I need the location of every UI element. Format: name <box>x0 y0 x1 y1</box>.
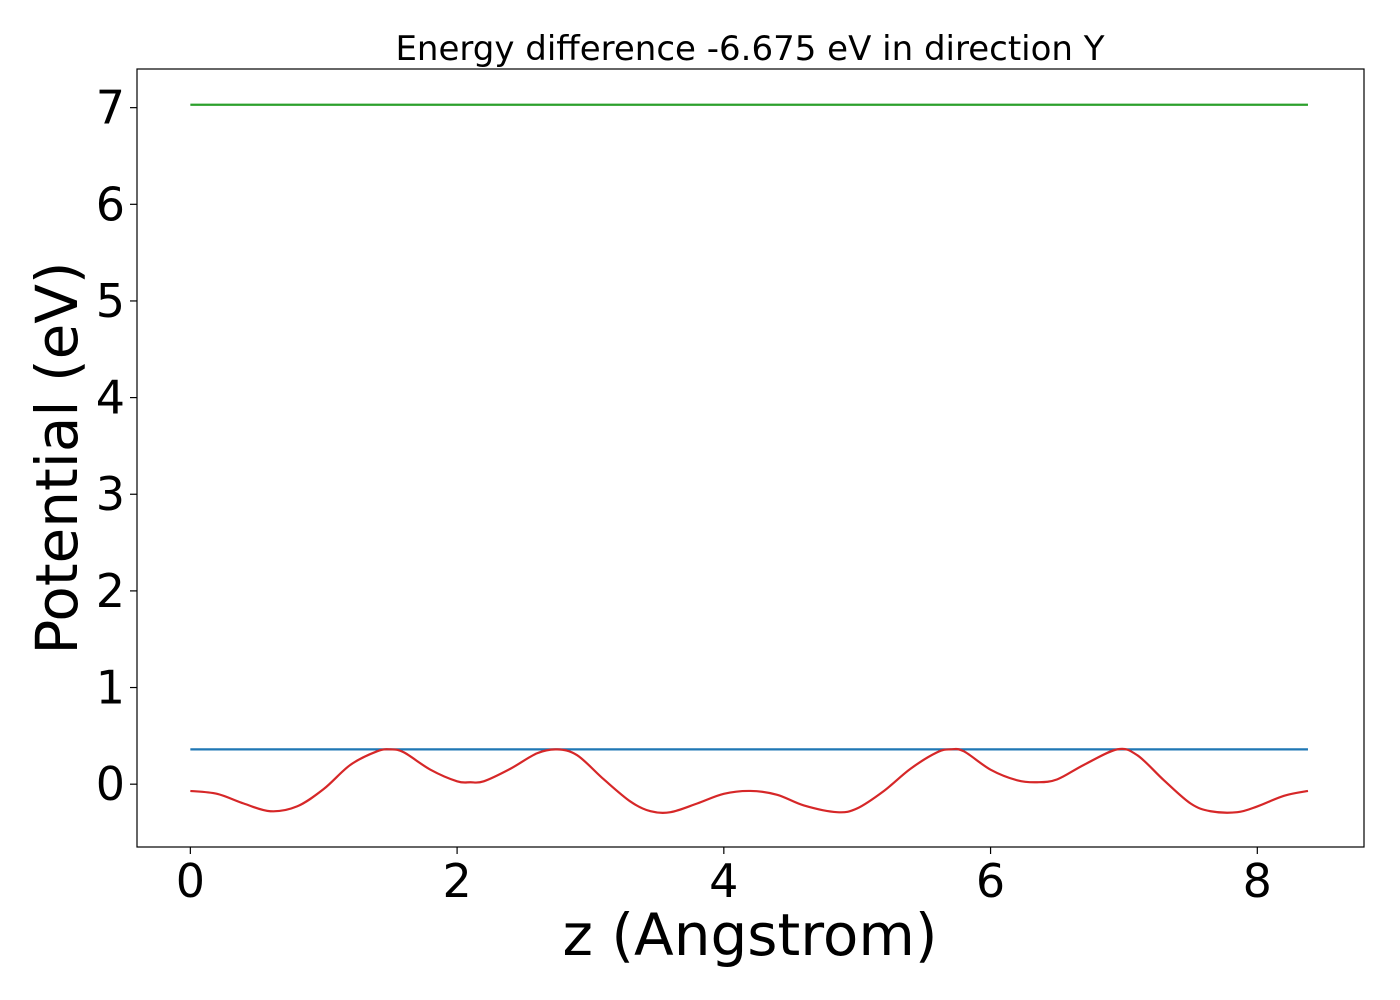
y-tick-label: 2 <box>96 564 125 618</box>
y-axis-ticks: 0 1 2 3 4 5 6 7 <box>96 81 137 811</box>
x-axis-title: z (Angstrom) <box>563 901 938 969</box>
x-tick-label: 4 <box>709 854 738 908</box>
x-tick-label: 2 <box>442 854 471 908</box>
potential-curve <box>190 747 1309 815</box>
x-tick-label: 8 <box>1243 854 1272 908</box>
x-tick-label: 0 <box>176 854 205 908</box>
y-tick-label: 7 <box>96 81 125 135</box>
y-tick-label: 4 <box>96 371 125 425</box>
chart-title: Energy difference -6.675 eV in direction… <box>395 29 1104 69</box>
series-layer <box>190 103 1309 815</box>
y-tick-label: 5 <box>96 274 125 328</box>
x-tick-label: 6 <box>976 854 1005 908</box>
y-tick-label: 3 <box>96 467 125 521</box>
y-tick-label: 6 <box>96 177 125 231</box>
plot-area-frame <box>136 68 1365 848</box>
y-tick-label: 1 <box>96 661 125 715</box>
y-axis-title: Potential (eV) <box>23 261 91 654</box>
y-tick-label: 0 <box>96 757 125 811</box>
x-axis-ticks: 0 2 4 6 8 <box>176 847 1272 908</box>
